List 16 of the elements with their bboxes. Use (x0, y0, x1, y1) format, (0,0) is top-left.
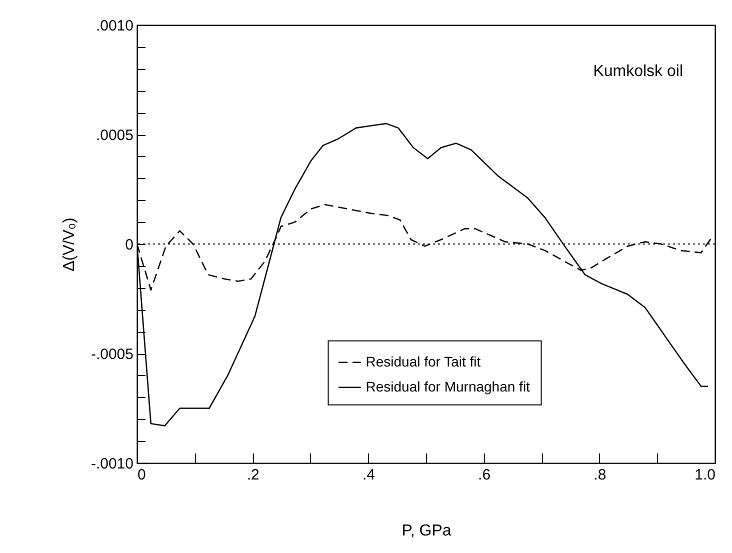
annotation: Kumkolsk oil (593, 63, 683, 80)
x-axis-title: P, GPa (402, 522, 452, 540)
x-tick-label: 0 (138, 466, 146, 484)
y-tick-label: -.0010 (90, 456, 134, 472)
y-axis-title: Δ(V/V₀) (60, 218, 78, 272)
x-tick-label: 1.0 (694, 466, 716, 484)
y-tick-label: .0010 (96, 18, 134, 34)
x-tick-label: .8 (594, 466, 606, 484)
legend-label: Residual for Tait fit (366, 353, 481, 370)
y-tick-label: -.0005 (90, 346, 134, 363)
legend-label: Residual for Murnaghan fit (366, 378, 530, 394)
x-tick-label: .4 (362, 466, 375, 484)
y-tick-label: .0005 (96, 127, 134, 144)
x-tick-label: .2 (246, 466, 260, 484)
x-tick-label: .6 (478, 466, 491, 484)
y-tick-label: 0 (125, 236, 134, 254)
